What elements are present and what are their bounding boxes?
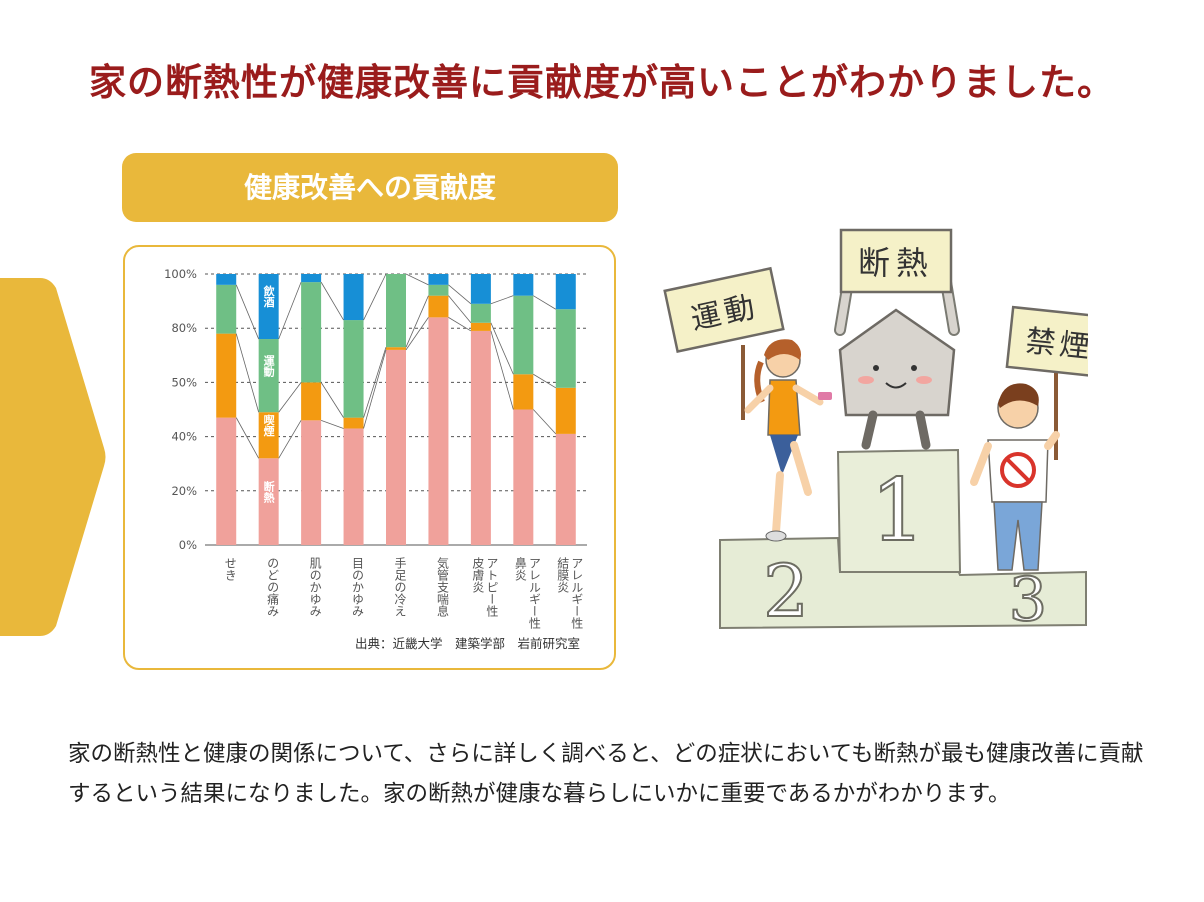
series-label: 喫煙 xyxy=(262,413,275,437)
bar-segment xyxy=(216,274,237,285)
connector-line xyxy=(320,382,344,418)
stacked-bar-chart: 0% 20% 40% 50% 80% 100% せき のどの痛み 肌のかゆみ 目のかゆみ 手足の冷え… xyxy=(164,267,587,630)
bar-segment xyxy=(343,417,364,429)
connector-line xyxy=(448,284,472,305)
page-headline: 家の断熱性が健康改善に貢献度が高いことがわかりました。 xyxy=(89,61,1115,104)
connector-line xyxy=(363,349,387,429)
bar-segment xyxy=(513,295,534,375)
bar-segment xyxy=(216,333,237,418)
y-tick-label: 40% xyxy=(171,430,197,444)
bar-segment xyxy=(216,284,237,334)
connector-line xyxy=(235,333,260,413)
x-category-label: 結膜炎 xyxy=(556,557,570,593)
bar-segment xyxy=(258,274,279,340)
y-tick-label: 100% xyxy=(164,267,197,281)
connector-line xyxy=(533,295,556,310)
series-label: 断熱 xyxy=(262,479,275,503)
connector-line xyxy=(363,347,387,418)
bar-segment xyxy=(343,428,364,545)
y-tick-label: 80% xyxy=(171,321,197,335)
x-category-label: 皮膚炎 xyxy=(471,557,485,593)
x-category-label: 目のかゆみ xyxy=(351,557,365,617)
podium-1-label: 1 xyxy=(871,461,926,561)
bar-segment xyxy=(555,309,576,388)
podium: 1 2 3 xyxy=(719,448,1087,636)
bar-segment xyxy=(386,347,406,350)
connector-line xyxy=(320,419,344,429)
bar-segment xyxy=(513,374,534,410)
connector-line xyxy=(448,317,472,332)
chart-panel: 0% 20% 40% 50% 80% 100% せき のどの痛み 肌のかゆみ 目のかゆみ 手足の冷え… xyxy=(123,245,616,670)
connector-line xyxy=(490,330,514,410)
connector-line xyxy=(320,281,344,321)
podium-3-label: 3 xyxy=(1009,565,1047,635)
bar-segment xyxy=(428,317,449,545)
body-paragraph: 家の断熱性と健康の関係について、さらに詳しく調べると、どの症状においても断熱が最… xyxy=(68,741,1144,807)
x-category-label: 肌のかゆみ xyxy=(308,557,322,617)
y-tick-label: 0% xyxy=(179,538,197,552)
y-tick-label: 50% xyxy=(171,375,197,389)
chart-source: 出典：近畿大学 建築学部 岩前研究室 xyxy=(354,636,580,651)
x-category-label: アレルギー性 xyxy=(570,557,584,630)
series-label: 飲酒 xyxy=(262,284,276,308)
sign-no-smoking-label: 禁煙 xyxy=(1024,324,1088,366)
connector-line xyxy=(533,409,557,435)
x-category-label: せき xyxy=(223,557,237,581)
connector-line xyxy=(235,284,260,340)
x-category-label: 鼻炎 xyxy=(513,556,527,581)
connector-line xyxy=(278,281,302,340)
connector-line xyxy=(405,273,429,286)
x-category-label: 気管支喘息 xyxy=(435,556,449,617)
connector-line xyxy=(405,295,429,348)
chart-title: 健康改善への貢献度 xyxy=(122,153,618,222)
bar-segment xyxy=(301,282,322,383)
bar-segment xyxy=(343,320,364,418)
bar-segment xyxy=(258,458,279,545)
connector-line xyxy=(533,373,556,389)
bar-segment xyxy=(301,420,322,545)
connector-line xyxy=(363,273,387,321)
bar-segment xyxy=(428,295,449,318)
bar-segment xyxy=(343,274,364,321)
bar-segment xyxy=(301,382,322,421)
series-label: 運動 xyxy=(262,354,275,377)
house-character xyxy=(834,276,960,450)
bar-segment xyxy=(386,349,406,545)
connector-line xyxy=(278,420,302,459)
chevron-right-icon xyxy=(0,278,106,636)
bar-segment xyxy=(470,303,491,323)
bar-segment xyxy=(470,322,491,331)
connector-line xyxy=(235,417,260,459)
connector-line xyxy=(490,322,514,375)
x-category-label: アトピー性 xyxy=(485,557,499,618)
x-category-label: のどの痛み xyxy=(266,557,280,617)
exercise-figure: 運動 xyxy=(663,266,832,542)
sign-insulation-label: 断熱 xyxy=(858,244,934,282)
bar-segment xyxy=(513,409,534,545)
bar-segment xyxy=(470,330,491,545)
connector-line xyxy=(490,295,514,305)
bar-segment xyxy=(555,387,576,434)
bar-segment xyxy=(555,433,576,545)
podium-2-label: 2 xyxy=(763,549,809,633)
x-category-label: 手足の冷え xyxy=(393,557,407,617)
bar-segment xyxy=(555,274,576,310)
bar-segment xyxy=(470,274,491,304)
bar-segment xyxy=(428,284,449,296)
x-category-label: アレルギー性 xyxy=(527,557,541,630)
bar-segment xyxy=(428,274,449,285)
podium-illustration: 1 2 3 断熱 運動 xyxy=(663,228,1088,636)
y-tick-label: 20% xyxy=(171,484,197,498)
bar-segment xyxy=(258,339,279,413)
bar-segment xyxy=(216,417,237,545)
bar-segment xyxy=(301,274,322,283)
bar-segment xyxy=(258,412,279,459)
connector-line xyxy=(448,295,472,324)
sign-insulation: 断熱 xyxy=(839,228,953,294)
connector-line xyxy=(278,382,302,413)
no-smoking-figure: 禁煙 xyxy=(970,305,1088,571)
bar-segment xyxy=(386,274,406,348)
bar-segment xyxy=(513,274,534,296)
connector-line xyxy=(405,317,429,351)
